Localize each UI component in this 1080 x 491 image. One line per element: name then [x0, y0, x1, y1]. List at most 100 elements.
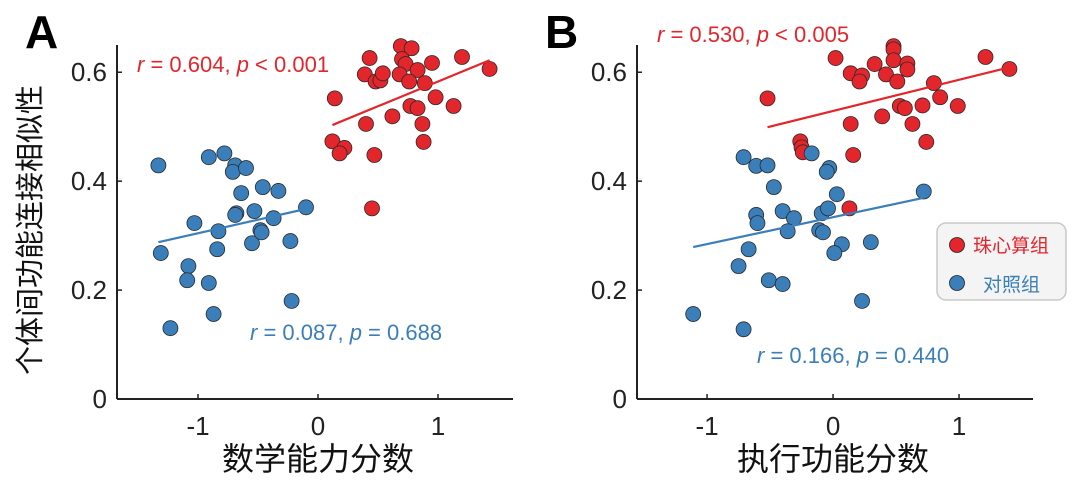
data-point — [186, 215, 203, 231]
data-point — [152, 245, 169, 261]
series-control-group: r = 0.166, p = 0.440 — [685, 145, 949, 368]
data-point — [298, 199, 314, 216]
data-point — [179, 272, 196, 289]
y-tick-label: 0.2 — [71, 275, 107, 305]
data-point — [815, 224, 831, 241]
x-tick-label: -1 — [186, 411, 209, 441]
data-point — [233, 185, 250, 202]
x-axis-label: 数学能力分数 — [222, 440, 414, 478]
stats-r-sym: r — [250, 320, 259, 345]
legend: 珠心算组 对照组 — [936, 222, 1067, 301]
data-point — [820, 200, 836, 217]
data-point — [283, 293, 300, 309]
y-tick-label: 0.6 — [71, 57, 107, 87]
data-point — [254, 179, 271, 196]
data-point — [914, 97, 931, 114]
data-point — [915, 183, 932, 200]
data-point — [949, 98, 966, 114]
data-point — [409, 100, 426, 117]
data-point — [246, 203, 263, 220]
y-tick-label: 0.2 — [591, 275, 627, 305]
stats-p-text: = 0.688 — [362, 320, 442, 345]
stats-r-sym: r — [757, 343, 766, 368]
data-point — [854, 293, 870, 309]
data-point — [324, 133, 341, 150]
series-abacus-group: r = 0.604, p < 0.001 — [137, 38, 498, 217]
legend-marker-group1 — [949, 237, 965, 253]
data-point — [760, 272, 777, 289]
y-axis-label: 个体间功能连接相似性 — [13, 85, 47, 375]
fit-line — [767, 66, 1010, 129]
data-point — [765, 179, 782, 196]
x-axis-label: 执行功能分数 — [737, 440, 929, 478]
data-point — [401, 73, 418, 90]
data-point — [374, 65, 391, 82]
data-point — [749, 215, 766, 231]
series-control-group: r = 0.087, p = 0.688 — [150, 145, 442, 345]
data-point — [162, 320, 179, 337]
data-point — [270, 183, 287, 199]
data-point — [384, 108, 401, 125]
stats-annotation: r = 0.530, p < 0.005 — [657, 22, 849, 47]
data-point — [253, 224, 270, 241]
data-point — [150, 157, 167, 174]
data-point — [842, 116, 859, 132]
data-point — [414, 116, 431, 132]
x-tick-label: 1 — [952, 411, 966, 441]
data-point — [415, 134, 432, 150]
stats-r-text: = 0.604, — [144, 52, 236, 77]
data-point — [210, 223, 227, 240]
panel-A: 0 0.2 0.4 0.6 -1 0 1 数学能力分数 Ar = 0.604, p < 0.00… — [25, 6, 513, 478]
data-point — [896, 100, 913, 117]
series-abacus-group: r = 0.530, p < 0.005 — [657, 22, 1018, 217]
data-point — [409, 62, 426, 78]
stats-r-text: = 0.087, — [257, 320, 349, 345]
data-point — [759, 90, 776, 107]
data-point — [326, 90, 343, 107]
stats-r-sym: r — [137, 52, 146, 77]
stats-annotation: r = 0.604, p < 0.001 — [137, 52, 329, 77]
x-tick-label: 0 — [311, 411, 325, 441]
data-point — [774, 276, 791, 292]
fit-line — [331, 59, 491, 127]
data-point — [977, 49, 994, 65]
panel-B: 0 0.2 0.4 0.6 -1 0 1 执行功能分数 B r = 0.530, p < 0.00… — [545, 6, 1033, 478]
data-point — [685, 306, 702, 322]
data-point — [481, 61, 498, 77]
data-point — [364, 200, 380, 217]
data-point — [216, 145, 233, 162]
data-point — [244, 235, 260, 252]
data-point — [454, 49, 470, 65]
y-tick-label: 0 — [93, 384, 107, 414]
y-tick-label: 0.6 — [591, 57, 627, 87]
data-point — [331, 145, 348, 162]
data-point — [361, 50, 378, 66]
data-point — [200, 275, 217, 291]
data-point — [866, 56, 883, 72]
legend-marker-group2 — [949, 275, 965, 291]
fit-line — [158, 207, 309, 244]
stats-annotation: r = 0.166, p = 0.440 — [757, 343, 949, 368]
data-point — [918, 134, 935, 150]
data-point — [282, 233, 299, 249]
stats-p-sym: p — [349, 320, 362, 345]
data-point — [803, 145, 820, 162]
data-point — [774, 203, 791, 220]
stats-r-text: = 0.530, — [664, 22, 756, 47]
data-point — [862, 234, 879, 251]
legend-box — [936, 222, 1067, 301]
data-point — [878, 66, 894, 83]
y-tick-label: 0 — [613, 384, 627, 414]
stats-p-sym: p — [236, 52, 249, 77]
data-point — [445, 98, 462, 114]
stats-p-sym: p — [756, 22, 769, 47]
panel-letter: B — [545, 6, 578, 58]
legend-label-group2: 对照组 — [983, 274, 1040, 296]
data-point — [735, 149, 752, 166]
stats-p-sym: p — [856, 343, 869, 368]
data-point — [827, 50, 844, 66]
data-point — [932, 89, 949, 106]
panel-letter: A — [25, 6, 58, 58]
data-point — [845, 147, 862, 163]
